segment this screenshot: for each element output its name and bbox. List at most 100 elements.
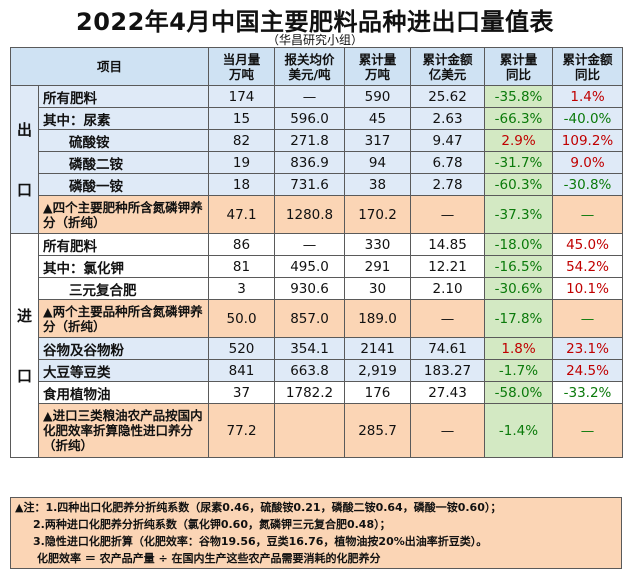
cell-amount: — [410,299,486,338]
footnotes: ▲注：1.四种出口化肥养分折纯系数（尿素0.46，硫酸铵0.21，磷酸二铵0.6… [10,497,622,569]
cell-month: 15 [208,107,276,130]
table-row: 三元复合肥 3 930.6 30 2.10 -30.6% 10.1% [11,277,624,300]
cell-cum: 2141 [344,337,412,360]
table-row: 进 口所有肥料 86—330 14.85 -18.0% 45.0% [10,233,624,458]
cell-yoy-quantity: -17.8% [484,299,554,338]
trade-table: 项目 当月量 万吨 报关均价 美元/吨 累计量 万吨 累计金额 亿美元 累计量 同比 累计… [9,47,624,458]
table-row: 食用植物油 37 1782.2 176 27.43 -58.0% -33.2% [11,381,624,404]
cell-amount: 2.78 [410,173,486,196]
cell-month: 50.0 [208,299,276,338]
cell-price: 857.0 [274,299,346,338]
cell-yoy-value: — [552,299,624,338]
cell-month: 82 [208,129,276,152]
note-line: ▲注：1.四种出口化肥养分折纯系数（尿素0.46，硫酸铵0.21，磷酸二铵0.6… [15,501,502,514]
cell-yoy-quantity: -58.0% [484,381,554,404]
export-group-label: 出 口 [10,85,39,234]
cell-yoy-quantity: -35.8% [484,85,554,108]
cell-price: 1782.2 [274,381,346,404]
cell-month: 18 [208,173,276,196]
cell-amount: — [410,195,486,234]
cell-cum: 285.7 [344,403,412,458]
cell-month: 86 [208,233,276,256]
cell-yoy-quantity: 1.8% [484,337,554,360]
cell-yoy-quantity: -31.7% [484,151,554,174]
cell-cum: 330 [344,233,412,256]
cell-price: 731.6 [274,173,346,196]
table-row: 其中：氯化钾 81 495.0 291 12.21 -16.5% 54.2% [11,255,624,278]
table-row: 磷酸一铵 18 731.6 38 2.78 -60.3% -30.8% [11,173,624,196]
cell-cum: 94 [344,151,412,174]
cell-cum: 590 [344,85,412,108]
cell-cum: 45 [344,107,412,130]
cell-price: 836.9 [274,151,346,174]
cell-cum: 317 [344,129,412,152]
import-group-label: 进 口 [10,233,39,458]
cell-cum: 189.0 [344,299,412,338]
row-label: 三元复合肥 [37,277,210,300]
cell-price: 1280.8 [274,195,346,234]
cell-price: 354.1 [274,337,346,360]
cell-amount: 27.43 [410,381,486,404]
row-label: ▲进口三类粮油农产品按国内化肥效率折算隐性进口养分（折纯） [37,403,210,458]
header-yoy-value: 累计金额 同比 [552,47,624,86]
cell-month: 77.2 [208,403,276,458]
cell-yoy-value: 54.2% [552,255,624,278]
header-amount: 累计金额 亿美元 [410,47,486,86]
row-label: 其中：氯化钾 [37,255,210,278]
header-price: 报关均价 美元/吨 [274,47,346,86]
row-label: 磷酸二铵 [37,151,210,174]
cell-yoy-quantity: -18.0% [484,233,554,256]
cell-cum: 291 [344,255,412,278]
cell-month: 47.1 [208,195,276,234]
table-row: ▲进口三类粮油农产品按国内化肥效率折算隐性进口养分（折纯） 77.2 285.7 — -… [11,403,624,458]
cell-yoy-value: 45.0% [552,233,624,256]
table-row: 谷物及谷物粉 520 354.1 2141 74.61 1.8% 23.1% [11,337,624,360]
cell-month: 19 [208,151,276,174]
cell-cum: 176 [344,381,412,404]
cell-price: — [274,85,346,108]
cell-yoy-value: — [552,195,624,234]
table-row: 其中：尿素 15 596.0 45 2.63 -66.3% -40.0% [11,107,624,130]
cell-month: 520 [208,337,276,360]
cell-amount: 12.21 [410,255,486,278]
row-label: 大豆等豆类 [37,359,210,382]
cell-month: 3 [208,277,276,300]
cell-yoy-value: — [552,403,624,458]
cell-cum: 2,919 [344,359,412,382]
cell-yoy-quantity: -1.4% [484,403,554,458]
cell-yoy-quantity: -66.3% [484,107,554,130]
row-label: 谷物及谷物粉 [37,337,210,360]
cell-yoy-value: 1.4% [552,85,624,108]
cell-yoy-quantity: -37.3% [484,195,554,234]
header-cum: 累计量 万吨 [344,47,412,86]
header-item: 项目 [9,47,210,86]
cell-month: 37 [208,381,276,404]
cell-amount: 183.27 [410,359,486,382]
row-label: 所有肥料 [37,85,210,108]
cell-yoy-value: -33.2% [552,381,624,404]
row-label: ▲两个主要品种所含氮磷钾养分（折纯） [37,299,210,338]
cell-yoy-quantity: -30.6% [484,277,554,300]
cell-amount: 74.61 [410,337,486,360]
table-row: 硫酸铵 82 271.8 317 9.47 2.9% 109.2% [11,129,624,152]
cell-price: 495.0 [274,255,346,278]
row-label: 食用植物油 [37,381,210,404]
cell-yoy-value: -30.8% [552,173,624,196]
cell-amount: 2.10 [410,277,486,300]
cell-amount: 9.47 [410,129,486,152]
header-yoy-quantity: 累计量 同比 [484,47,554,86]
cell-month: 174 [208,85,276,108]
cell-yoy-value: 23.1% [552,337,624,360]
cell-yoy-value: 9.0% [552,151,624,174]
cell-price [274,403,346,458]
cell-yoy-value: 24.5% [552,359,624,382]
row-label: 磷酸一铵 [37,173,210,196]
cell-price: 663.8 [274,359,346,382]
cell-cum: 30 [344,277,412,300]
cell-price: 596.0 [274,107,346,130]
page-title: 2022年4月中国主要肥料品种进出口量值表 [76,8,554,36]
note-line: 2.两种进口化肥养分折纯系数（氯化钾0.60，氮磷钾三元复合肥0.48）； [33,518,391,531]
row-label: 硫酸铵 [37,129,210,152]
cell-yoy-quantity: -16.5% [484,255,554,278]
cell-yoy-quantity: -60.3% [484,173,554,196]
